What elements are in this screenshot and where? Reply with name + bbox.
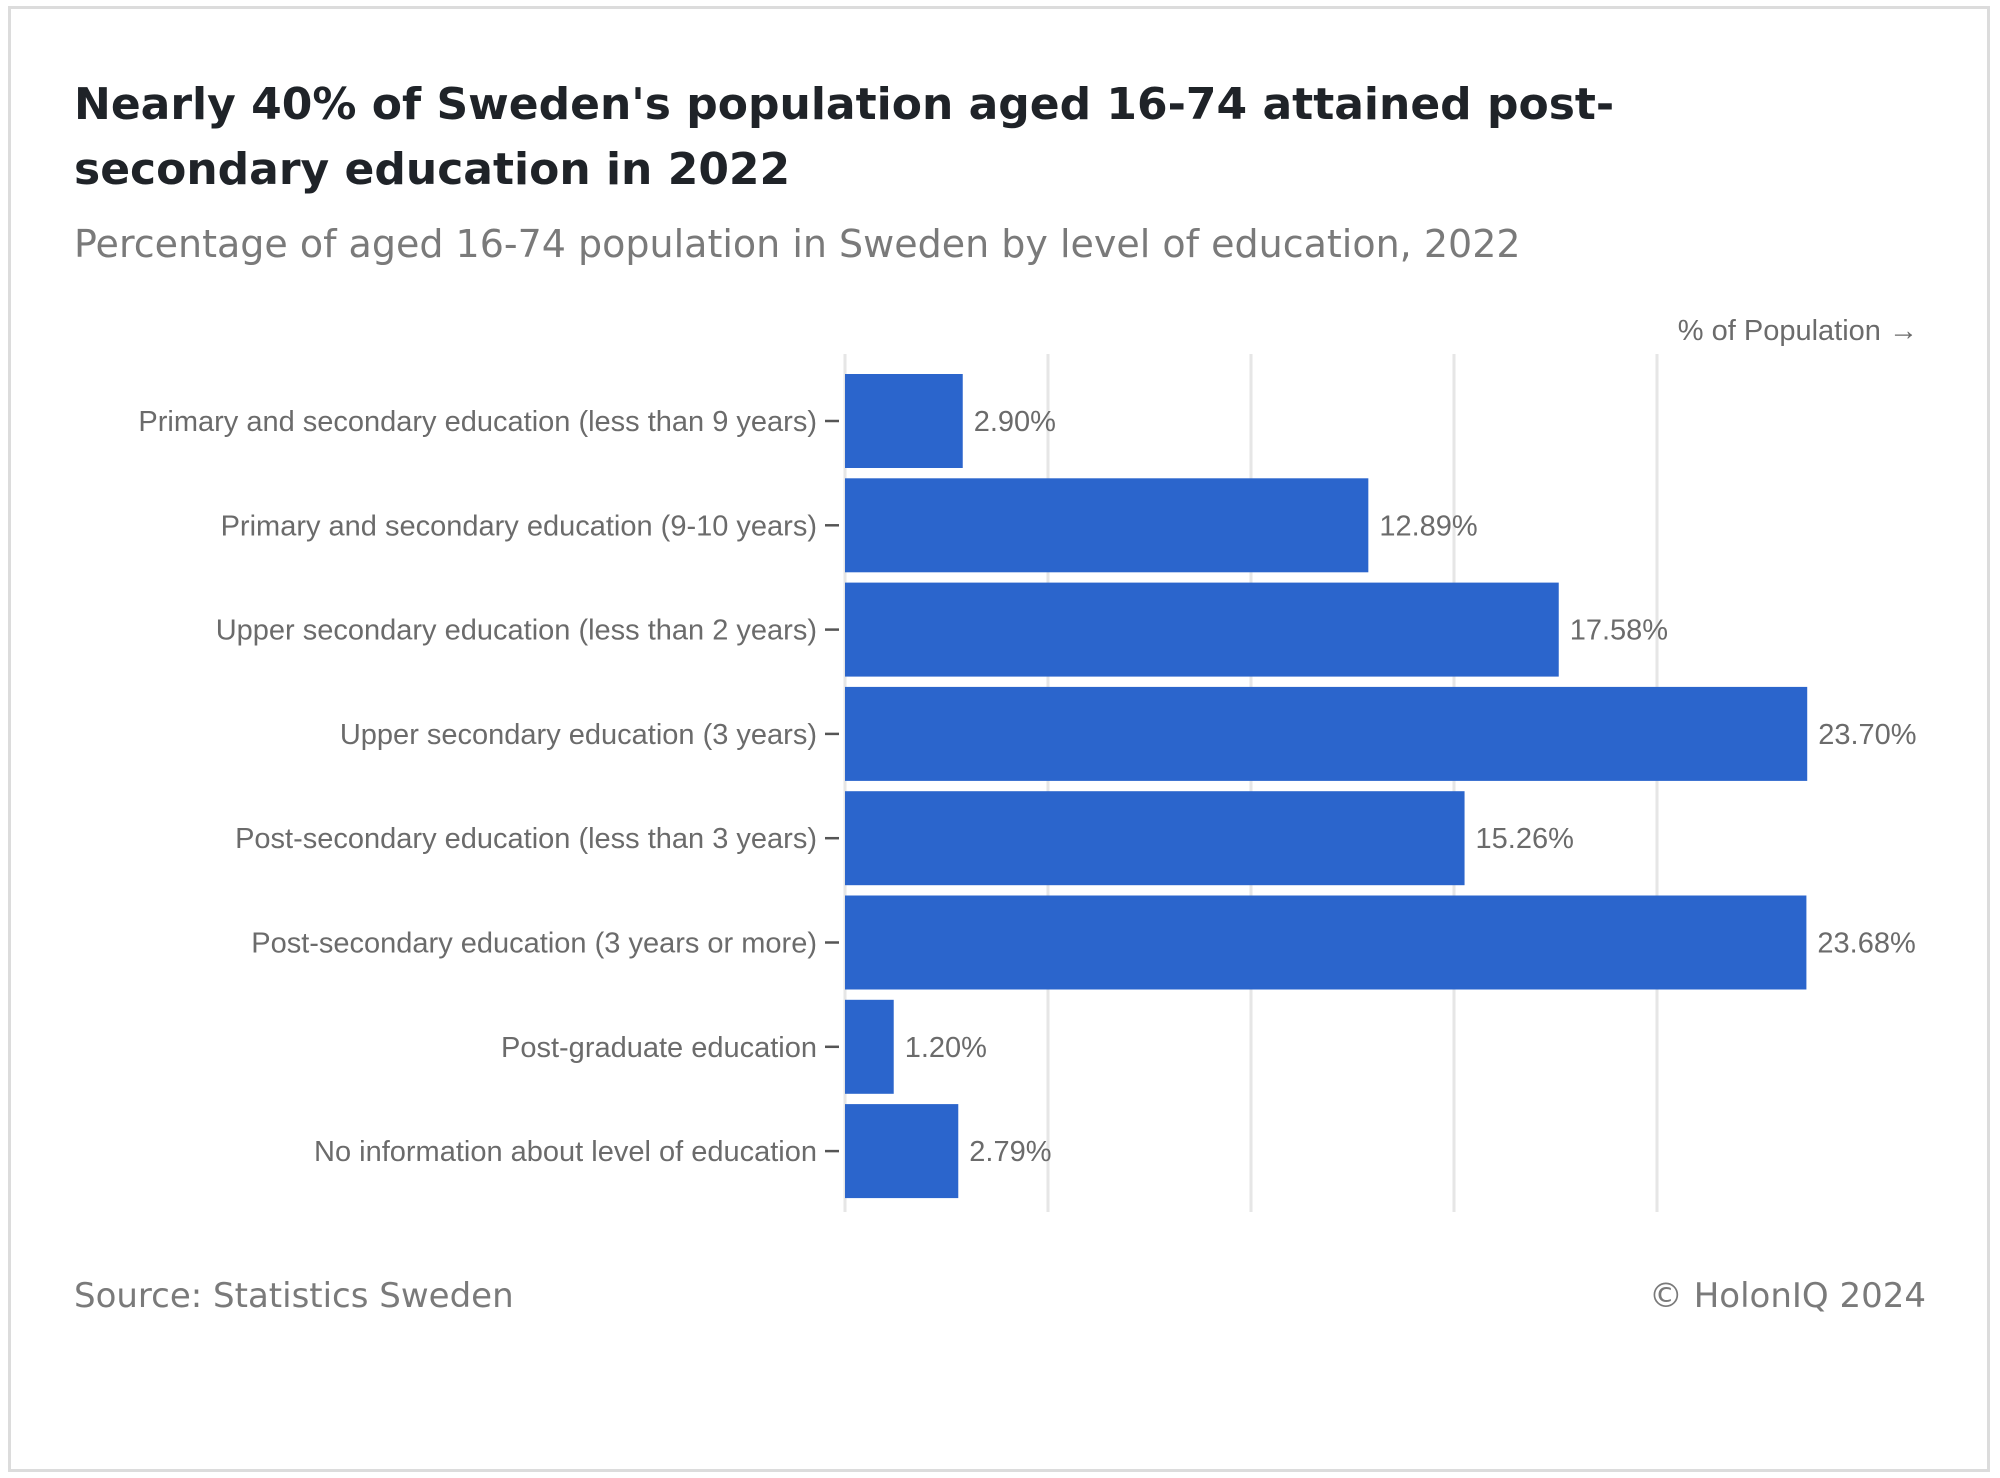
labels: Primary and secondary education (less th… <box>138 406 1916 1168</box>
value-label: 12.89% <box>1379 510 1477 542</box>
value-label: 23.70% <box>1818 719 1916 751</box>
bars <box>845 374 1808 1199</box>
value-label: 23.68% <box>1817 928 1915 960</box>
category-label: Primary and secondary education (less th… <box>138 406 817 438</box>
bar <box>845 791 1465 886</box>
bar <box>845 686 1808 781</box>
category-label: Post-secondary education (less than 3 ye… <box>235 823 817 855</box>
category-label: No information about level of education <box>314 1136 817 1168</box>
value-label: 2.79% <box>969 1136 1051 1168</box>
copyright-note: © HolonIQ 2024 <box>1648 1276 1926 1316</box>
bar <box>845 895 1807 990</box>
bar <box>845 1104 959 1199</box>
category-label: Upper secondary education (3 years) <box>340 719 817 751</box>
category-label: Post-graduate education <box>501 1032 817 1064</box>
source-note: Source: Statistics Sweden <box>74 1276 514 1316</box>
category-label: Post-secondary education (3 years or mor… <box>251 928 817 960</box>
bar <box>845 999 894 1094</box>
bar <box>845 374 963 468</box>
value-label: 2.90% <box>974 406 1056 438</box>
chart-title: Nearly 40% of Sweden's population aged 1… <box>74 79 1615 195</box>
chart-subtitle: Percentage of aged 16-74 population in S… <box>74 222 1521 266</box>
value-label: 17.58% <box>1570 615 1668 647</box>
bar <box>845 582 1559 677</box>
bar <box>845 478 1369 573</box>
value-label: 1.20% <box>905 1032 987 1064</box>
x-axis-title: % of Population → <box>1678 315 1918 347</box>
value-label: 15.26% <box>1476 823 1574 855</box>
category-label: Upper secondary education (less than 2 y… <box>216 615 817 647</box>
category-label: Primary and secondary education (9-10 ye… <box>221 510 817 542</box>
